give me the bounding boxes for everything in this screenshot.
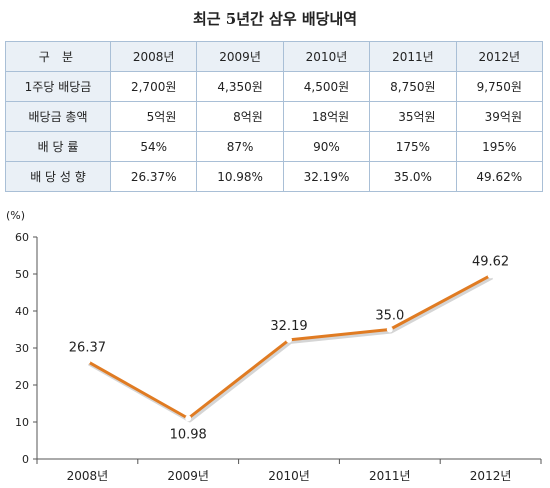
header-cell: 2011년	[369, 41, 457, 72]
y-tick-label: 20	[15, 379, 29, 392]
table-row: 배당금 총액 5억원 8억원 18억원 35억원 39억원	[5, 101, 544, 132]
header-cell: 2010년	[282, 41, 371, 72]
x-tick-label: 2012년	[470, 469, 512, 483]
table-row: 배 당 성 향 26.37% 10.98% 32.19% 35.0% 49.62…	[5, 161, 544, 192]
x-tick-label: 2008년	[67, 469, 109, 483]
y-tick-label: 10	[15, 416, 29, 429]
table-row: 1주당 배당금 2,700원 4,350원 4,500원 8,750원 9,75…	[5, 71, 544, 102]
data-point	[487, 272, 494, 279]
table-cell: 8,750원	[369, 71, 457, 102]
dividend-table: 구 분 2008년 2009년 2010년 2011년 2012년 1주당 배당…	[5, 41, 544, 192]
table-cell: 195%	[455, 131, 544, 162]
header-cell: 구 분	[5, 41, 111, 72]
header-cell: 2012년	[455, 41, 544, 72]
table-cell: 26.37%	[109, 161, 198, 192]
header-cell: 2008년	[109, 41, 198, 72]
table-cell: 49.62%	[455, 161, 544, 192]
table-cell: 10.98%	[196, 161, 284, 192]
table-cell: 87%	[196, 131, 284, 162]
y-tick-label: 0	[22, 453, 29, 466]
table-cell: 54%	[109, 131, 198, 162]
table-cell: 18억원	[282, 101, 371, 132]
data-label: 32.19	[270, 319, 307, 334]
table-cell: 4,500원	[282, 71, 371, 102]
data-label: 26.37	[69, 340, 106, 355]
table-cell: 9,750원	[455, 71, 544, 102]
table-cell: 35억원	[369, 101, 457, 132]
table-cell: 2,700원	[109, 71, 198, 102]
table-cell: 175%	[369, 131, 457, 162]
table-row: 배 당 률 54% 87% 90% 175% 195%	[5, 131, 544, 162]
table-cell: 35.0%	[369, 161, 457, 192]
row-label: 배 당 성 향	[5, 161, 111, 192]
series-line-shadow	[87, 275, 494, 423]
y-axis-label: (%)	[6, 209, 25, 222]
header-cell: 2009년	[196, 41, 284, 72]
table-cell: 32.19%	[282, 161, 371, 192]
row-label: 배 당 률	[5, 131, 111, 162]
table-cell: 4,350원	[196, 71, 284, 102]
data-label: 10.98	[170, 427, 207, 442]
x-tick-label: 2009년	[167, 469, 209, 483]
y-tick-label: 30	[15, 342, 29, 355]
series-line	[86, 274, 492, 420]
table-cell: 5억원	[109, 101, 198, 132]
table-cell: 39억원	[455, 101, 544, 132]
data-point	[386, 326, 393, 333]
data-label: 35.0	[375, 309, 404, 324]
data-point	[185, 415, 192, 422]
data-point	[286, 336, 292, 343]
table-cell: 8억원	[196, 101, 284, 132]
data-point	[84, 358, 91, 365]
y-tick-label: 50	[15, 268, 29, 281]
x-tick-label: 2010년	[268, 469, 310, 483]
table-cell: 90%	[282, 131, 371, 162]
payout-ratio-line-chart: (%) 0 10 20 30 40 50 60 2008년 2009년 2010년 2011년 2012…	[6, 209, 542, 483]
x-tick-label: 2011년	[369, 469, 411, 483]
row-label: 1주당 배당금	[5, 71, 111, 102]
y-tick-label: 40	[15, 305, 29, 318]
row-label: 배당금 총액	[5, 101, 111, 132]
chart-title: 최근 5년간 삼우 배당내역	[192, 10, 358, 28]
y-tick-label: 60	[15, 231, 29, 244]
table-header-row: 구 분 2008년 2009년 2010년 2011년 2012년	[5, 41, 544, 72]
data-label: 49.62	[472, 254, 509, 269]
